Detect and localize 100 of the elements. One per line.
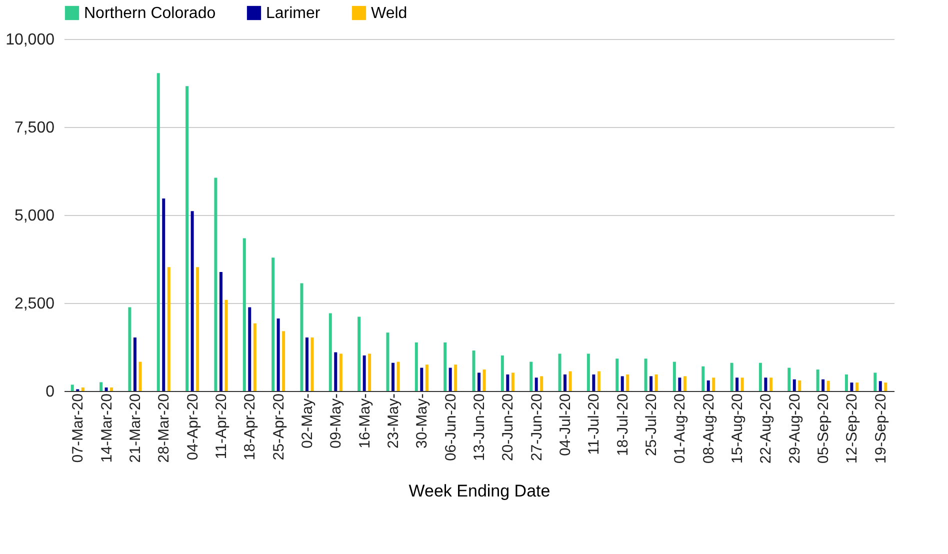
bar — [300, 283, 304, 391]
x-tick-label: 09-May- — [328, 394, 345, 449]
x-tick-label: 15-Aug-20 — [729, 394, 746, 464]
bar — [196, 267, 200, 391]
x-tick-label: 12-Sep-20 — [844, 394, 861, 464]
bar — [70, 384, 74, 391]
x-tick-label: 27-Jun-20 — [528, 394, 546, 462]
bar — [396, 362, 400, 391]
bar — [730, 362, 734, 391]
x-tick-label: 22-Aug-20 — [758, 394, 775, 464]
bar — [706, 380, 710, 391]
x-tick-label: 02-May- — [298, 394, 316, 449]
bar — [758, 362, 762, 391]
bar — [822, 379, 825, 391]
legend-label: Larimer — [266, 5, 321, 22]
bar — [334, 352, 338, 391]
bar — [368, 354, 372, 391]
bar — [826, 380, 830, 391]
bar — [138, 362, 142, 391]
bar — [472, 350, 476, 391]
bar — [626, 374, 630, 391]
bar — [792, 379, 796, 391]
bar — [586, 354, 590, 391]
x-tick-label: 21-Mar-20 — [126, 394, 144, 463]
bar — [414, 342, 418, 391]
bar — [358, 316, 361, 391]
bar — [740, 378, 744, 391]
x-tick-label: 13-Jun-20 — [471, 394, 488, 462]
bar — [568, 371, 572, 391]
bar — [558, 354, 562, 391]
bar — [253, 323, 256, 391]
bar — [855, 382, 858, 391]
x-tick-label: 18-Jul-20 — [614, 394, 632, 456]
x-tick-label: 20-Jun-20 — [500, 394, 517, 462]
bar — [702, 366, 705, 391]
bar — [530, 362, 533, 391]
x-tick-label: 16-May- — [356, 394, 374, 449]
x-tick-label: 11-Jul-20 — [586, 394, 603, 455]
bar — [874, 372, 877, 391]
bar — [654, 374, 658, 391]
bar — [310, 337, 314, 391]
bar — [100, 382, 103, 391]
bar — [190, 211, 194, 391]
x-tick-label: 14-Mar-20 — [98, 394, 116, 463]
bar — [104, 387, 108, 391]
x-tick-label: 19-Sep-20 — [872, 394, 890, 464]
bar — [448, 368, 452, 391]
bar — [878, 381, 882, 391]
y-tick-label: 2,500 — [14, 296, 55, 312]
x-tick-label: 08-Aug-20 — [700, 394, 718, 464]
bar — [736, 378, 739, 391]
x-tick-label: 04-Apr-20 — [184, 394, 202, 460]
bar — [712, 378, 716, 391]
bar — [276, 318, 280, 391]
y-tick-label: 10,000 — [6, 32, 55, 48]
bar — [592, 374, 596, 391]
bar — [506, 374, 510, 391]
bar — [425, 364, 428, 391]
x-axis-title: Week Ending Date — [408, 482, 550, 501]
bar — [788, 368, 791, 391]
bar — [386, 332, 390, 391]
x-tick-label: 06-Jun-20 — [442, 394, 460, 462]
bar — [133, 337, 136, 391]
x-tick-label: 01-Aug-20 — [672, 394, 689, 464]
bar — [884, 382, 888, 391]
bar — [678, 378, 682, 391]
bar — [478, 372, 480, 391]
y-tick-label: 5,000 — [14, 208, 55, 224]
bar — [534, 378, 538, 391]
bar — [798, 380, 802, 391]
x-tick-label: 29-Aug-20 — [786, 394, 804, 464]
bar — [616, 358, 619, 391]
bar — [597, 371, 600, 391]
bar — [162, 198, 166, 391]
bar — [81, 387, 84, 391]
bar — [672, 362, 676, 391]
bar — [454, 364, 458, 391]
bar — [420, 368, 424, 391]
bar — [167, 267, 170, 391]
bar — [683, 376, 686, 391]
bar — [444, 342, 447, 391]
x-tick-label: 30-May- — [414, 394, 431, 449]
x-tick-label: 23-May- — [384, 394, 402, 449]
x-tick-label: 11-Apr-20 — [212, 394, 230, 460]
bar — [644, 358, 648, 391]
bar — [844, 374, 848, 391]
bar — [248, 307, 252, 391]
bar — [156, 73, 160, 391]
bar — [362, 355, 366, 391]
bar — [282, 331, 286, 391]
bar — [500, 355, 504, 391]
bar — [128, 307, 132, 391]
y-tick-label: 7,500 — [14, 120, 55, 136]
x-tick-label: 28-Mar-20 — [156, 394, 173, 463]
x-tick-label: 18-Apr-20 — [242, 394, 259, 460]
bar — [224, 300, 228, 391]
bar — [339, 354, 342, 391]
bar — [110, 387, 114, 391]
bar — [816, 370, 820, 391]
bar — [219, 272, 222, 391]
